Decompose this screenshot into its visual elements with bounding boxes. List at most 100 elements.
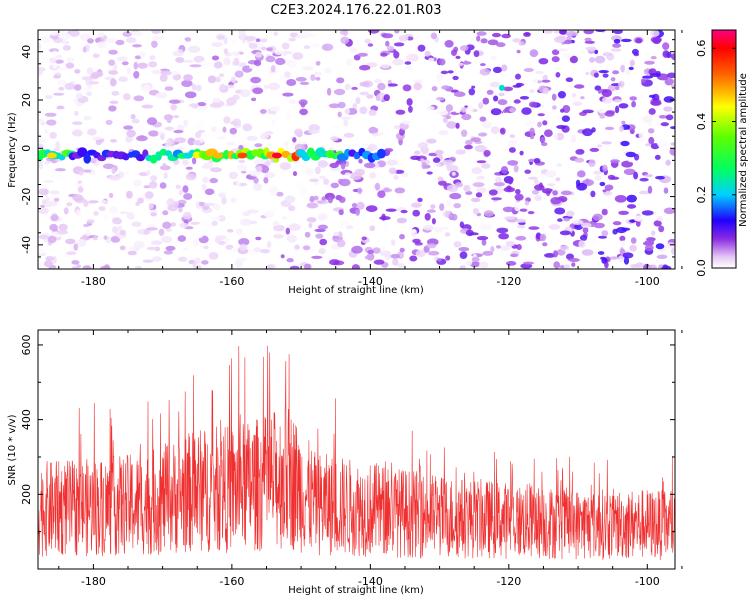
noise-blob — [441, 159, 454, 166]
noise-blob — [574, 157, 585, 163]
noise-blob — [72, 194, 84, 202]
noise-blob — [331, 45, 340, 50]
noise-blob — [451, 49, 457, 56]
noise-blob — [424, 213, 431, 221]
noise-blob — [144, 191, 154, 199]
noise-blob — [218, 215, 226, 222]
noise-blob — [338, 196, 346, 203]
noise-blob — [522, 261, 535, 265]
noise-blob — [43, 189, 48, 196]
noise-blob — [596, 144, 603, 148]
noise-blob — [451, 171, 456, 176]
noise-blob — [280, 254, 285, 259]
noise-blob — [221, 196, 227, 205]
noise-blob — [150, 240, 163, 245]
noise-blob — [78, 170, 84, 176]
noise-blob — [503, 186, 516, 193]
signal-band — [38, 84, 505, 164]
noise-blob — [71, 266, 78, 269]
noise-blob — [142, 259, 154, 263]
noise-blob — [430, 204, 436, 210]
noise-blob — [339, 178, 351, 187]
spectrogram-y-tick-label: -40 — [20, 236, 33, 254]
noise-blob — [265, 55, 276, 63]
noise-blob — [298, 99, 308, 106]
noise-blob — [162, 210, 169, 216]
noise-blob — [299, 108, 308, 116]
noise-blob — [582, 109, 594, 114]
noise-blob — [249, 220, 258, 225]
noise-blob — [523, 68, 534, 72]
noise-blob — [92, 136, 103, 140]
noise-blob — [218, 192, 226, 198]
noise-blob — [626, 194, 637, 203]
noise-blob — [384, 224, 389, 231]
noise-blob — [167, 204, 178, 212]
noise-blob — [552, 190, 558, 196]
noise-blob — [570, 134, 577, 143]
noise-blob — [428, 57, 435, 63]
noise-blob — [47, 235, 57, 244]
noise-blob — [461, 113, 472, 121]
noise-blob — [446, 121, 457, 129]
noise-blob — [582, 226, 589, 234]
noise-blob — [535, 70, 545, 75]
noise-blob — [553, 250, 558, 258]
noise-blob — [524, 169, 531, 174]
noise-blob — [478, 132, 488, 137]
noise-blob — [501, 33, 511, 39]
spectrogram-y-tick-label: -20 — [20, 188, 33, 206]
noise-blob — [143, 229, 150, 235]
noise-blob — [417, 44, 426, 52]
noise-blob — [343, 132, 355, 138]
noise-blob — [582, 128, 593, 137]
noise-blob — [613, 30, 623, 35]
noise-blob — [505, 241, 516, 247]
noise-blob — [644, 60, 655, 65]
noise-blob — [502, 206, 515, 213]
noise-blob — [81, 76, 93, 81]
noise-blob — [616, 227, 627, 234]
noise-blob — [543, 30, 553, 34]
noise-blob — [398, 35, 409, 42]
noise-blob — [252, 87, 264, 95]
noise-blob — [112, 226, 119, 234]
noise-blob — [476, 31, 487, 36]
noise-blob — [463, 184, 471, 193]
noise-blob — [376, 237, 381, 243]
noise-blob — [79, 33, 91, 41]
noise-blob — [437, 258, 442, 262]
noise-blob — [551, 56, 560, 63]
noise-blob — [211, 126, 217, 132]
noise-blob — [203, 162, 214, 167]
noise-blob — [264, 171, 276, 178]
noise-blob — [344, 172, 352, 177]
noise-blob — [255, 236, 262, 241]
noise-blob — [286, 59, 297, 68]
noise-blob — [259, 249, 271, 254]
noise-blob — [628, 66, 634, 71]
noise-blob — [658, 225, 665, 233]
noise-blob — [44, 129, 49, 135]
noise-blob — [520, 263, 533, 269]
signal-blob — [223, 149, 230, 160]
noise-blob — [426, 209, 436, 213]
noise-blob — [82, 46, 87, 53]
noise-blob — [284, 71, 291, 78]
noise-blob — [250, 76, 261, 84]
noise-blob — [188, 103, 200, 108]
noise-blob — [136, 125, 145, 132]
noise-blob — [317, 200, 324, 204]
noise-blob — [340, 36, 350, 44]
spectrogram-y-tick-label: 40 — [20, 45, 33, 59]
noise-blob — [645, 244, 654, 252]
noise-blob — [117, 225, 123, 232]
noise-blob — [226, 210, 236, 217]
noise-blob — [281, 51, 293, 55]
noise-blob — [201, 183, 207, 191]
noise-blob — [158, 228, 165, 236]
noise-blob — [455, 149, 466, 155]
noise-blob — [275, 57, 286, 66]
noise-blob — [264, 113, 277, 119]
noise-blob — [610, 77, 616, 82]
